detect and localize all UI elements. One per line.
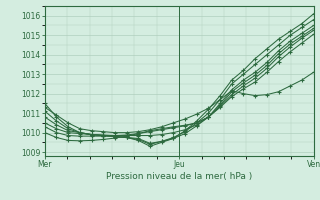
X-axis label: Pression niveau de la mer( hPa ): Pression niveau de la mer( hPa )	[106, 172, 252, 181]
